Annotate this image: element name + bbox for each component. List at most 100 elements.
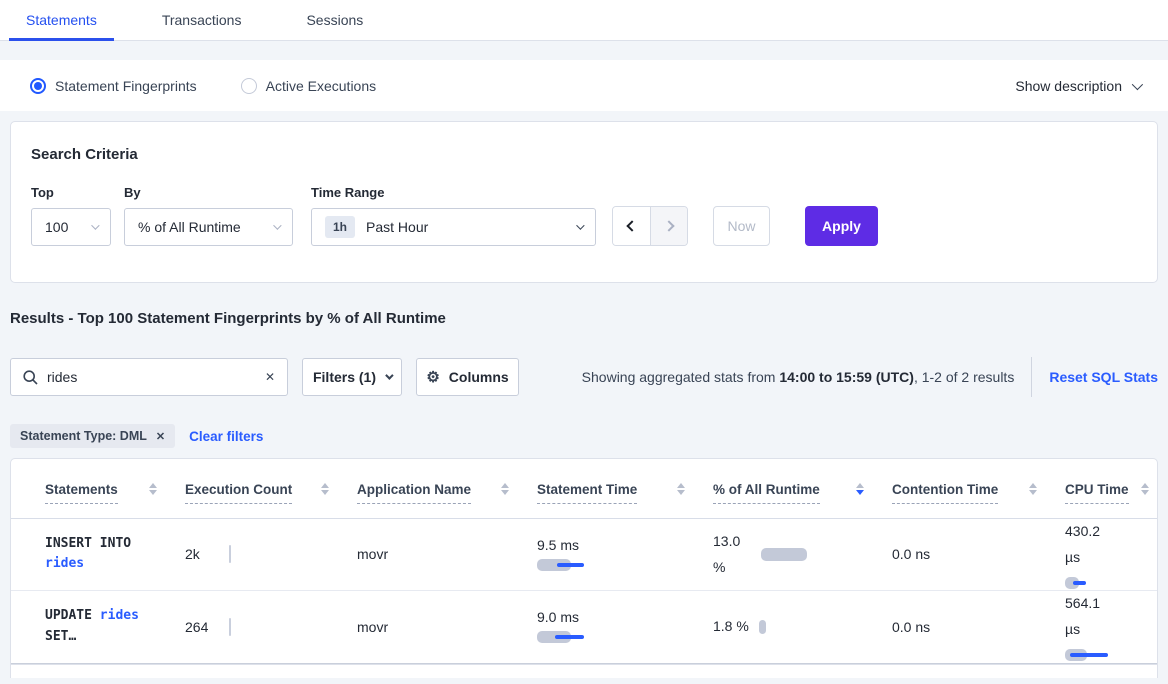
- now-button-label: Now: [727, 218, 756, 234]
- statement-link[interactable]: rides: [45, 556, 85, 572]
- pct-runtime-bar: [758, 619, 766, 634]
- showing-prefix: Showing aggregated stats from: [581, 369, 780, 385]
- cpu-time-bar: [1065, 576, 1151, 590]
- top-label: Top: [31, 185, 54, 200]
- column-header-contention-time[interactable]: Contention Time: [892, 459, 1065, 518]
- sort-toggle[interactable]: [1029, 482, 1037, 495]
- filters-button[interactable]: Filters (1): [302, 358, 402, 396]
- column-header-pct-of-all-runtime[interactable]: % of All Runtime: [713, 459, 892, 518]
- columns-button-label: Columns: [448, 369, 509, 385]
- radio-unselected-icon: [240, 77, 257, 94]
- chevron-down-icon: [385, 371, 394, 380]
- pct-runtime-bar: [761, 547, 807, 561]
- previous-time-range-button[interactable]: [613, 207, 650, 245]
- statement-time-cell: 9.5 ms: [537, 537, 713, 572]
- time-range-label: Time Range: [311, 185, 385, 200]
- now-button[interactable]: Now: [713, 206, 770, 246]
- radio-active-executions[interactable]: Active Executions: [240, 77, 377, 94]
- by-select-value: % of All Runtime: [138, 219, 241, 235]
- pct-runtime-value: 13.0 %: [713, 532, 741, 576]
- execution-count-value: 264: [185, 618, 209, 635]
- execution-count-value: 2k: [185, 546, 200, 563]
- by-select[interactable]: % of All Runtime: [124, 208, 293, 246]
- execution-count-cell: 2k: [185, 519, 357, 590]
- column-header-label: % of All Runtime: [713, 482, 820, 504]
- sql-text: SET…: [45, 628, 77, 644]
- search-criteria-title: Search Criteria: [31, 146, 138, 163]
- cpu-time-cell: 564.1 µs: [1065, 591, 1151, 662]
- results-toolbar: ✕ Filters (1) ⚙ Columns Showing aggregat…: [10, 357, 1158, 397]
- top-select-value: 100: [45, 219, 69, 235]
- time-range-step-buttons: [612, 206, 688, 246]
- filter-chip-statement-type[interactable]: Statement Type: DML ✕: [10, 424, 176, 448]
- clear-search-icon[interactable]: ✕: [264, 370, 275, 384]
- tab-sessions[interactable]: Sessions: [289, 0, 380, 40]
- time-range-field: Time Range 1h Past Hour: [311, 185, 596, 246]
- search-criteria-form: Top 100 By % of All Runtime Time Range 1…: [31, 185, 1137, 246]
- radio-selected-icon: [30, 77, 46, 94]
- show-description-toggle[interactable]: Show description: [1015, 77, 1144, 94]
- clear-filters-link[interactable]: Clear filters: [189, 428, 264, 444]
- reset-sql-stats-link[interactable]: Reset SQL Stats: [1031, 357, 1158, 397]
- chevron-down-icon: [273, 221, 282, 230]
- table-header-row: Statements Execution Count Application N…: [11, 459, 1157, 519]
- next-time-range-button[interactable]: [650, 207, 687, 245]
- cpu-time-value: 564.1 µs: [1065, 595, 1101, 638]
- tab-sessions-label: Sessions: [306, 12, 364, 28]
- tab-statements[interactable]: Statements: [9, 0, 114, 41]
- columns-button[interactable]: ⚙ Columns: [416, 358, 519, 396]
- table-row: UPDATE rides SET… 264 movr 9.0 ms 1.8 % …: [11, 591, 1157, 664]
- radio-active-executions-label: Active Executions: [265, 77, 377, 94]
- sort-toggle[interactable]: [677, 482, 685, 495]
- filter-chip-label: Statement Type: DML: [20, 429, 147, 443]
- statement-time-value: 9.5 ms: [537, 536, 580, 553]
- search-input[interactable]: [47, 369, 265, 385]
- chevron-down-icon: [1131, 78, 1144, 90]
- column-header-statements[interactable]: Statements: [45, 459, 185, 518]
- radio-statement-fingerprints[interactable]: Statement Fingerprints: [30, 77, 197, 94]
- chevron-down-icon: [576, 221, 585, 230]
- sort-toggle-active-desc[interactable]: [856, 482, 864, 495]
- time-range-value: Past Hour: [366, 219, 429, 235]
- results-heading: Results - Top 100 Statement Fingerprints…: [10, 310, 446, 327]
- sort-toggle[interactable]: [501, 482, 509, 495]
- column-header-cpu-time[interactable]: CPU Time: [1065, 459, 1151, 518]
- column-header-execution-count[interactable]: Execution Count: [185, 459, 357, 518]
- view-toggle-bar: Statement Fingerprints Active Executions…: [0, 60, 1168, 111]
- sort-toggle[interactable]: [1141, 482, 1149, 495]
- execution-count-bar: [229, 617, 231, 636]
- search-criteria-panel: Search Criteria Top 100 By % of All Runt…: [10, 121, 1158, 283]
- sort-toggle[interactable]: [321, 482, 329, 495]
- top-field: Top 100: [31, 185, 111, 246]
- by-label: By: [124, 185, 141, 200]
- chevron-left-icon: [625, 220, 638, 232]
- sort-toggle[interactable]: [149, 482, 157, 495]
- cpu-time-value: 430.2 µs: [1065, 523, 1101, 565]
- statement-link[interactable]: rides: [99, 607, 139, 623]
- sql-text: UPDATE: [45, 607, 100, 623]
- by-field: By % of All Runtime: [124, 185, 293, 246]
- statement-time-bar: [537, 558, 713, 572]
- statement-time-cell: 9.0 ms: [537, 609, 713, 644]
- statement-search-box[interactable]: ✕: [10, 358, 288, 396]
- active-filters-row: Statement Type: DML ✕ Clear filters: [10, 424, 1158, 448]
- column-header-statement-time[interactable]: Statement Time: [537, 459, 713, 518]
- apply-button[interactable]: Apply: [805, 206, 878, 246]
- time-range-select[interactable]: 1h Past Hour: [311, 208, 596, 246]
- execution-count-bar: [229, 545, 231, 564]
- show-description-label: Show description: [1015, 77, 1122, 94]
- column-header-application-name[interactable]: Application Name: [357, 459, 537, 518]
- contention-time-cell: 0.0 ns: [892, 546, 931, 563]
- remove-filter-icon[interactable]: ✕: [155, 430, 166, 443]
- top-select[interactable]: 100: [31, 208, 111, 246]
- tab-transactions-label: Transactions: [161, 12, 242, 28]
- sql-activity-tabs: Statements Transactions Sessions: [0, 0, 1168, 41]
- table-row: INSERT INTO rides 2k movr 9.5 ms 13.0 % …: [11, 519, 1157, 591]
- column-header-label: CPU Time: [1065, 482, 1129, 504]
- showing-time-range: 14:00 to 15:59 (UTC): [779, 369, 914, 385]
- search-icon: [23, 369, 38, 385]
- apply-button-label: Apply: [822, 218, 861, 234]
- filters-button-label: Filters (1): [312, 369, 376, 385]
- tab-transactions[interactable]: Transactions: [145, 0, 259, 40]
- cpu-time-cell: 430.2 µs: [1065, 519, 1151, 590]
